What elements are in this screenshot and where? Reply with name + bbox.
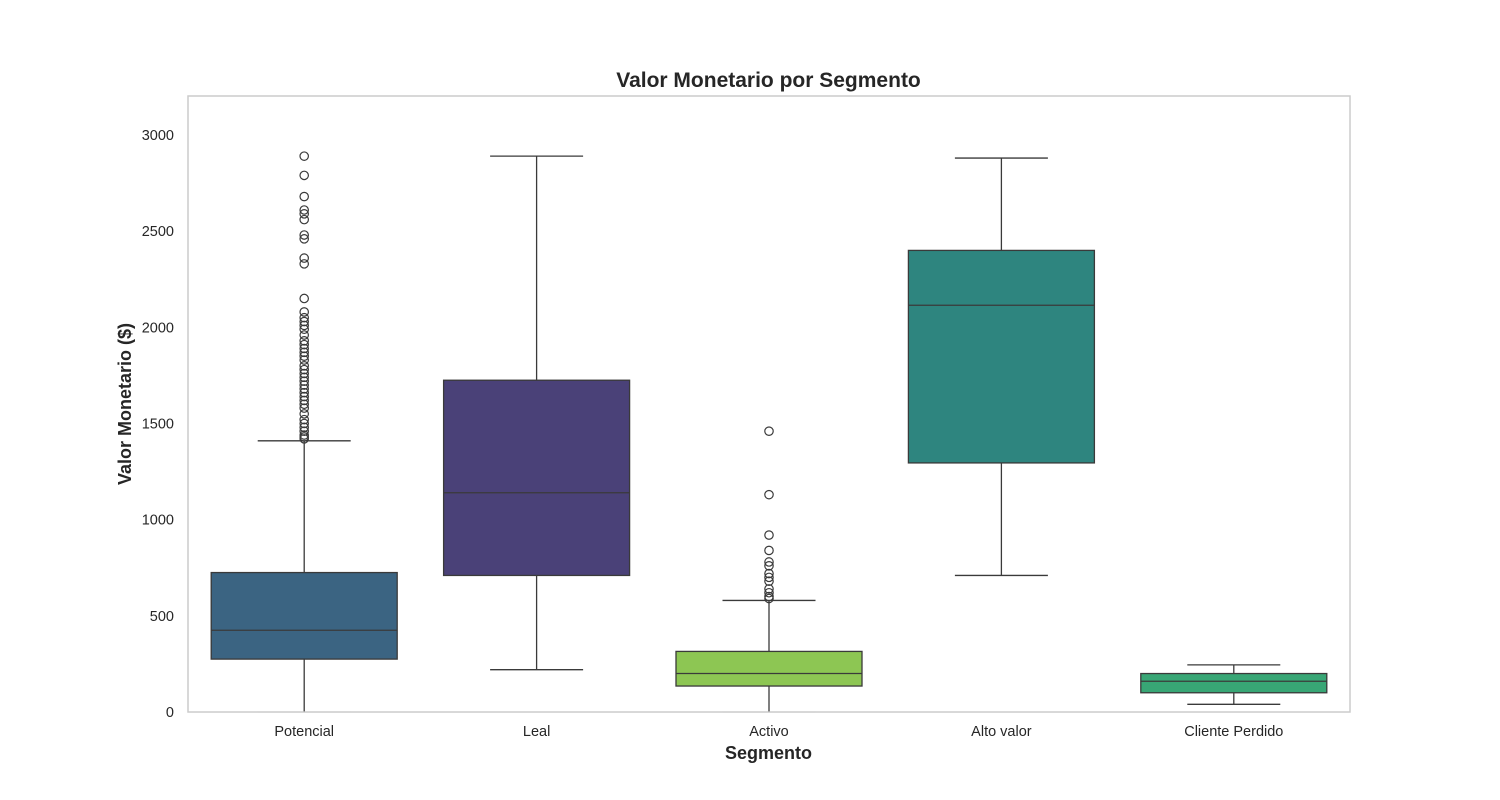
outlier-point [299, 234, 309, 244]
outlier-point [299, 380, 309, 390]
outlier-point [299, 364, 309, 375]
outlier-point [299, 214, 309, 225]
outlier-point [299, 343, 309, 354]
box-iqr [442, 379, 631, 577]
box-group [442, 155, 631, 671]
outlier-point [299, 372, 309, 383]
box-group [907, 157, 1096, 577]
y-axis-label: Valor Monetario ($) [115, 323, 135, 485]
outlier-point [299, 426, 309, 436]
outlier-point [299, 324, 309, 335]
outlier-point [299, 259, 309, 269]
outlier-point [299, 330, 309, 340]
box-series [210, 151, 1328, 713]
outlier-point [299, 368, 309, 379]
x-tick-label: Activo [749, 724, 789, 740]
outlier-point [299, 312, 309, 323]
outlier-point [299, 403, 309, 413]
outlier-point [764, 576, 774, 587]
outlier-point [299, 209, 309, 219]
x-axis-label: Segmento [725, 743, 812, 763]
outlier-point [764, 489, 774, 500]
outlier-point [299, 205, 309, 215]
outlier-point [299, 360, 309, 371]
outlier-point [764, 591, 774, 602]
outlier-point [764, 426, 774, 436]
y-axis-ticks: 0 500 1000 1500 2000 2500 3000 [142, 128, 174, 721]
outlier-point [299, 170, 309, 181]
outlier-point [299, 320, 309, 331]
outlier-point [764, 568, 774, 579]
chart-title: Valor Monetario por Segmento [616, 69, 921, 92]
outlier-point [764, 572, 774, 583]
outlier-point [764, 545, 774, 556]
box-iqr [907, 249, 1096, 464]
outlier-point [764, 530, 774, 540]
x-tick-label: Cliente Perdido [1184, 724, 1283, 740]
box-group [210, 151, 398, 713]
outlier-point [299, 409, 309, 419]
x-tick-label: Potencial [274, 724, 334, 740]
box-iqr [1140, 672, 1328, 694]
outlier-point [299, 335, 309, 346]
outlier-point [299, 376, 309, 386]
outlier-point [299, 414, 309, 425]
outlier-point [299, 230, 309, 240]
outlier-point [299, 351, 309, 361]
x-tick-label: Alto valor [971, 724, 1032, 740]
x-axis-ticks: Potencial Leal Activo Alto valor Cliente Per… [274, 724, 1283, 740]
outlier-point [764, 584, 774, 594]
y-tick-label: 0 [166, 705, 174, 721]
outlier-point [299, 391, 309, 402]
outlier-point [299, 307, 309, 317]
outlier-point [299, 355, 309, 365]
outlier-point [299, 151, 309, 161]
outlier-point [299, 253, 309, 263]
outlier-point [299, 384, 309, 394]
y-tick-label: 1000 [142, 513, 174, 529]
y-tick-label: 1500 [142, 417, 174, 433]
outlier-point [764, 561, 774, 571]
outlier-point [764, 557, 774, 567]
outlier-point [299, 422, 309, 433]
y-tick-label: 3000 [142, 128, 174, 144]
outlier-point [299, 399, 309, 410]
outlier-point [299, 418, 309, 429]
y-tick-label: 500 [150, 609, 174, 625]
box-group [1140, 664, 1328, 705]
outlier-point [299, 387, 309, 398]
outlier-point [299, 316, 309, 327]
box-iqr [675, 650, 863, 687]
y-tick-label: 2500 [142, 224, 174, 240]
outlier-point [299, 430, 309, 440]
outlier-point [299, 191, 309, 202]
box-iqr [210, 571, 398, 660]
outlier-point [299, 347, 309, 358]
outlier-point [299, 339, 309, 350]
x-tick-label: Leal [523, 724, 550, 740]
outlier-point [764, 587, 774, 598]
outlier-point [299, 293, 309, 304]
y-tick-label: 2000 [142, 320, 174, 336]
box-group [675, 426, 863, 713]
outlier-point [299, 395, 309, 406]
